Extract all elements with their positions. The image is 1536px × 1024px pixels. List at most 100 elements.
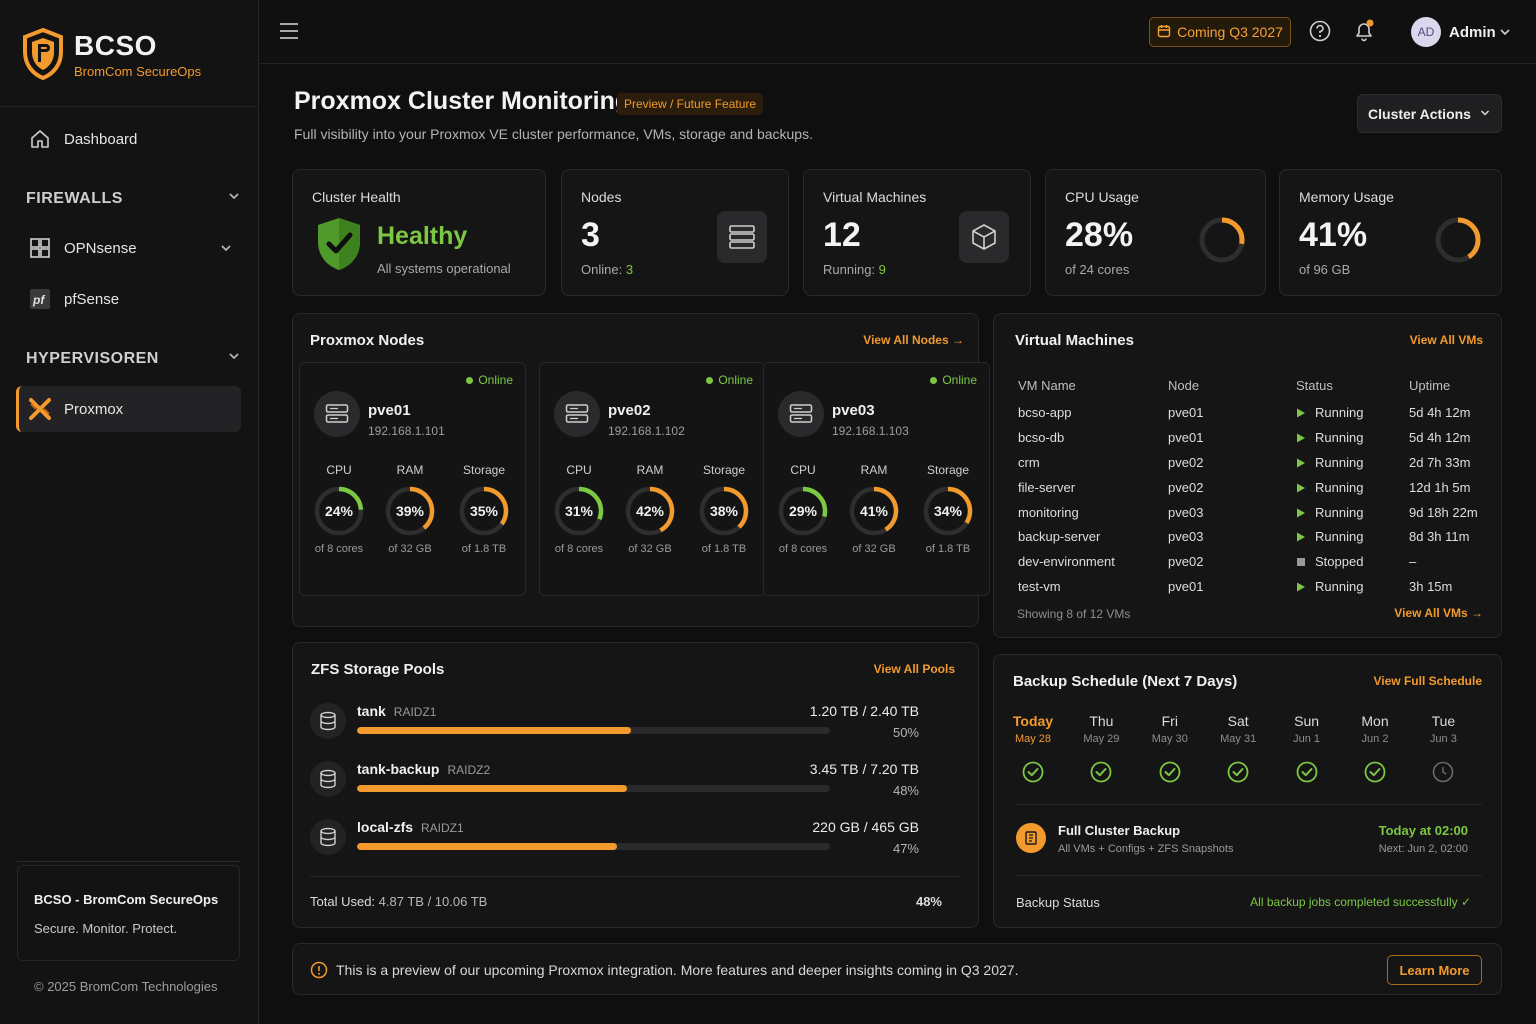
- column-header: VM Name: [1018, 377, 1076, 393]
- section-label: FIREWALLS: [26, 189, 123, 207]
- stat-sub: Online: 3: [581, 262, 633, 277]
- table-row[interactable]: bcso-app pve01 Running 5d 4h 12m: [1018, 400, 1488, 425]
- backup-day[interactable]: Today May 28: [1003, 713, 1063, 783]
- node-cpu-gauge: CPU 31% of 8 cores: [549, 463, 609, 555]
- stat-label: CPU Usage: [1065, 189, 1139, 205]
- table-row[interactable]: backup-server pve03 Running 8d 3h 11m: [1018, 524, 1488, 549]
- day-name: Sat: [1227, 713, 1249, 729]
- view-all-vms-footer-link[interactable]: View All VMs →: [1394, 606, 1483, 620]
- vm-status: Stopped: [1296, 549, 1409, 574]
- vm-name: file-server: [1018, 479, 1076, 495]
- divider: [310, 876, 960, 877]
- backup-day[interactable]: Sat May 31: [1208, 713, 1268, 783]
- node-card[interactable]: Online pve03 192.168.1.103 CPU 29% of 8 …: [763, 362, 990, 596]
- sidebar-item-proxmox[interactable]: Proxmox: [16, 386, 241, 432]
- play-icon: [1296, 529, 1315, 544]
- sidebar-item-dashboard[interactable]: Dashboard: [16, 116, 241, 162]
- ring-fill: [1199, 217, 1245, 263]
- learn-more-button[interactable]: Learn More: [1387, 955, 1482, 985]
- table-row[interactable]: file-server pve02 Running 12d 1h 5m: [1018, 475, 1488, 500]
- sidebar-item-opnsense[interactable]: OPNsense: [16, 225, 241, 271]
- gauge-ring: 35%: [458, 485, 510, 537]
- play-icon: [1296, 405, 1315, 420]
- view-all-pools-link[interactable]: View All Pools: [873, 662, 955, 676]
- day-date: Jun 2: [1361, 733, 1389, 745]
- shield-check-icon: [316, 216, 362, 277]
- node-cpu-gauge: CPU 24% of 8 cores: [309, 463, 369, 555]
- vm-uptime: 12d 1h 5m: [1409, 479, 1471, 495]
- table-row[interactable]: bcso-db pve01 Running 5d 4h 12m: [1018, 425, 1488, 450]
- backup-day[interactable]: Thu May 29: [1071, 713, 1131, 783]
- stat-label: Virtual Machines: [823, 189, 927, 205]
- backup-day[interactable]: Mon Jun 2: [1345, 713, 1405, 783]
- pool-usage-bar: [357, 785, 830, 792]
- vm-name: bcso-db: [1018, 429, 1065, 445]
- status-dot: [466, 376, 474, 384]
- table-row[interactable]: monitoring pve03 Running 9d 18h 22m: [1018, 500, 1488, 525]
- section-label: HYPERVISOREN: [26, 349, 159, 367]
- zfs-storage-panel: ZFS Storage Pools View All Pools tank RAI…: [292, 642, 979, 928]
- node-name: pve03: [832, 402, 875, 419]
- gauge-sub: of 32 GB: [628, 543, 672, 555]
- table-row[interactable]: crm pve02 Running 2d 7h 33m: [1018, 450, 1488, 475]
- user-name[interactable]: Admin: [1449, 24, 1496, 41]
- node-card[interactable]: Online pve01 192.168.1.101 CPU 24% of 8 …: [299, 362, 526, 596]
- vm-status-label: Running: [1315, 579, 1364, 595]
- vm-status: Running: [1296, 400, 1409, 425]
- help-icon[interactable]: [1309, 20, 1331, 47]
- sidebar-section-firewalls[interactable]: FIREWALLS: [26, 189, 241, 208]
- vm-status: Running: [1296, 500, 1409, 525]
- stat-sub: of 96 GB: [1299, 262, 1351, 277]
- menu-icon[interactable]: [279, 22, 299, 45]
- check-circle-icon: [1296, 761, 1318, 783]
- gauge-value: 41%: [859, 503, 889, 519]
- vm-table: VM Name Node Status Uptime bcso-app pve0…: [1018, 370, 1488, 599]
- chevron-down-icon[interactable]: [1498, 25, 1512, 44]
- pool-usage-fill: [357, 785, 627, 792]
- backup-day[interactable]: Tue Jun 3: [1413, 713, 1473, 783]
- vm-node: pve02: [1168, 554, 1204, 570]
- gauge-ring-svg: [554, 486, 604, 536]
- panel-title: Backup Schedule (Next 7 Days): [1013, 673, 1238, 690]
- grid-icon: [28, 236, 52, 260]
- gauge-sub: of 8 cores: [554, 543, 604, 555]
- table-row[interactable]: test-vm pve01 Running 3h 15m: [1018, 574, 1488, 599]
- gauge-sub: of 32 GB: [388, 543, 432, 555]
- divider: [0, 106, 259, 107]
- gauge-ring: 31%: [553, 485, 605, 537]
- play-icon: [1296, 579, 1315, 594]
- sidebar-item-pfsense[interactable]: pf pfSense: [16, 276, 241, 322]
- cluster-actions-button[interactable]: Cluster Actions: [1357, 94, 1502, 133]
- avatar[interactable]: AD: [1411, 17, 1441, 47]
- day-name: Thu: [1089, 713, 1114, 729]
- view-all-vms-link[interactable]: View All VMs: [1409, 333, 1483, 347]
- vm-status-label: Running: [1315, 454, 1364, 470]
- gauge-label: RAM: [636, 463, 664, 477]
- backup-day[interactable]: Sun Jun 1: [1277, 713, 1337, 783]
- vm-status-label: Running: [1315, 429, 1364, 445]
- node-status: Online: [466, 373, 513, 387]
- view-all-nodes-link[interactable]: View All Nodes →: [863, 333, 964, 347]
- stat-label: Cluster Health: [312, 189, 401, 205]
- table-row[interactable]: dev-environment pve02 Stopped –: [1018, 549, 1488, 574]
- gauge-ring-svg: [625, 486, 675, 536]
- pool-percent: 50%: [892, 725, 919, 740]
- backup-day[interactable]: Fri May 30: [1140, 713, 1200, 783]
- proxmox-x-icon: [28, 397, 52, 421]
- total-percent: 48%: [915, 894, 942, 909]
- node-storage-gauge: Storage 35% of 1.8 TB: [454, 463, 514, 555]
- ring-fill: [459, 486, 509, 536]
- zfs-pool-row[interactable]: tank-backup RAIDZ2 3.45 TB / 7.20 TB 48%: [310, 759, 940, 803]
- sidebar-section-hypervisors[interactable]: HYPERVISOREN: [26, 349, 241, 368]
- zfs-pool-row[interactable]: local-zfs RAIDZ1 220 GB / 465 GB 47%: [310, 817, 940, 861]
- gauge-ring: 38%: [698, 485, 750, 537]
- bell-icon[interactable]: [1352, 19, 1376, 48]
- zfs-pool-row[interactable]: tank RAIDZ1 1.20 TB / 2.40 TB 50%: [310, 701, 940, 745]
- view-full-schedule-link[interactable]: View Full Schedule: [1373, 674, 1482, 688]
- day-date: Jun 3: [1429, 733, 1457, 745]
- pool-type: RAIDZ1: [393, 705, 437, 719]
- node-card[interactable]: Online pve02 192.168.1.102 CPU 31% of 8 …: [539, 362, 766, 596]
- coming-soon-badge[interactable]: Coming Q3 2027: [1149, 17, 1291, 47]
- sidebar-info-card: BCSO - BromCom SecureOps Secure. Monitor…: [17, 865, 240, 961]
- sub-label: Running:: [823, 262, 879, 277]
